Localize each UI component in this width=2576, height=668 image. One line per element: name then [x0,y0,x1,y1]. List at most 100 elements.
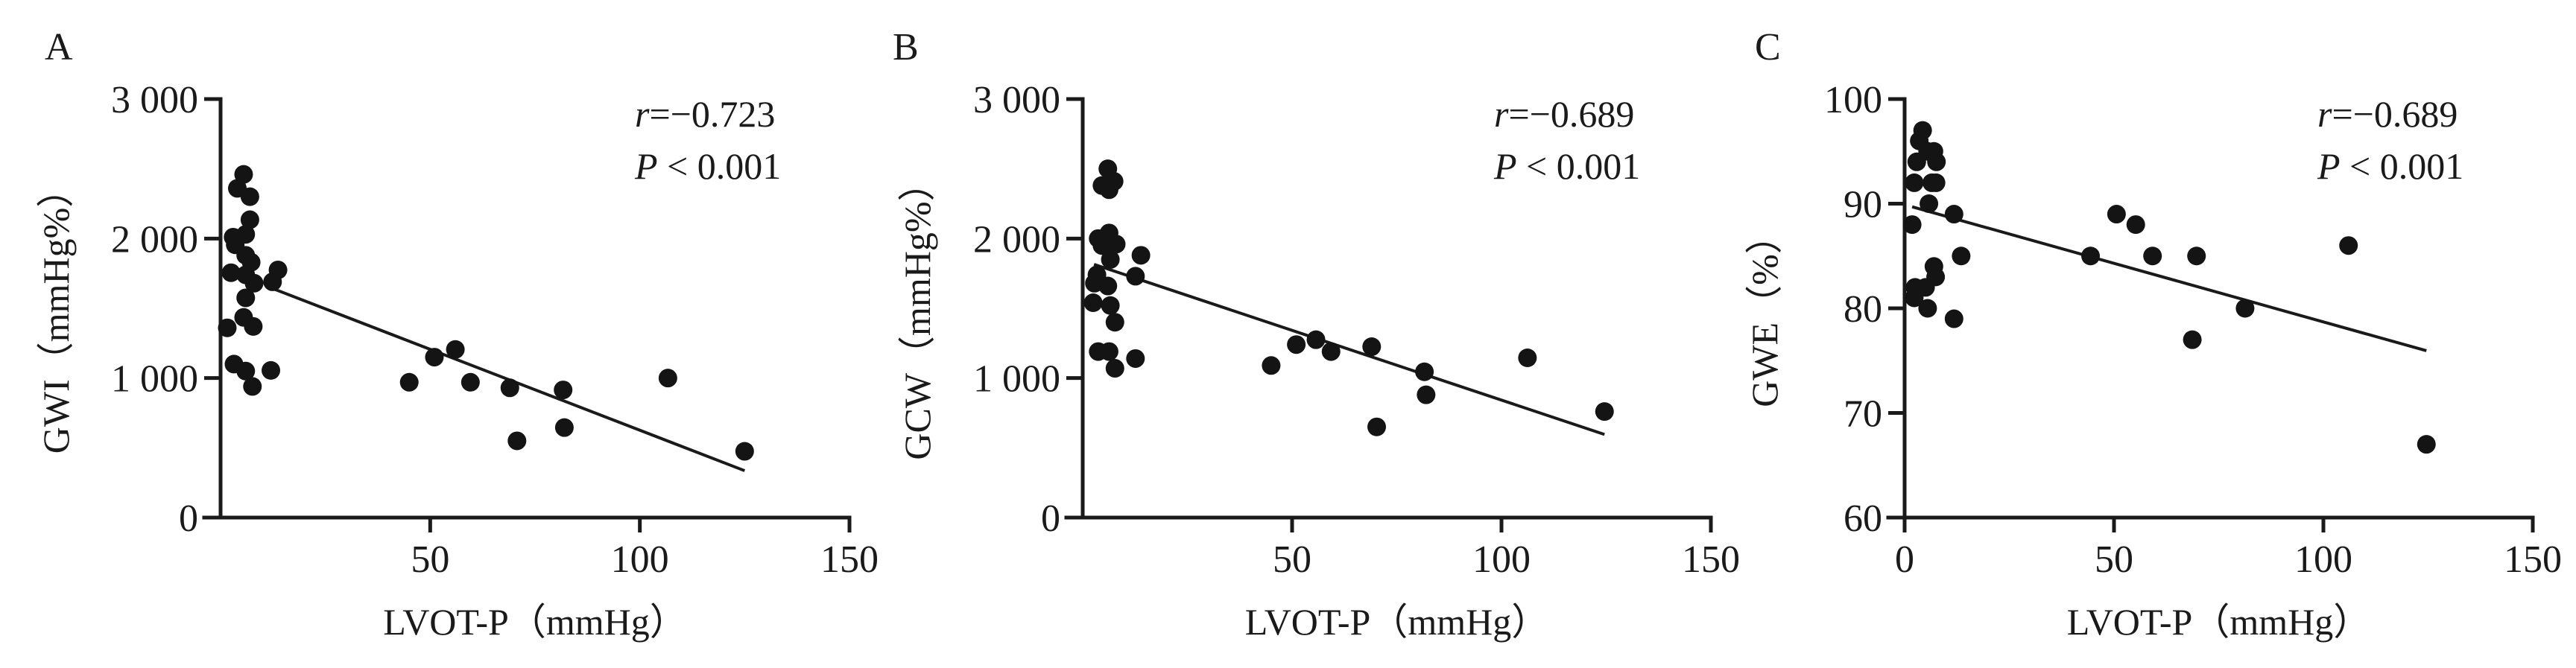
data-point [2339,236,2358,255]
data-point [2107,205,2126,224]
data-point [1099,180,1118,200]
x-tick-label: 100 [2294,538,2352,581]
data-point [1944,205,1963,224]
data-point [1321,342,1341,361]
data-point [1099,342,1118,361]
data-point [236,361,256,381]
data-point [735,442,754,461]
data-point [554,418,574,437]
r-value: =−0.689 [1508,93,1634,135]
y-tick-label: 100 [1824,79,1882,121]
data-point [446,340,465,359]
y-tick-label: 80 [1844,288,1882,331]
y-tick-label: 3 000 [111,79,198,121]
data-point [2235,299,2255,318]
data-point [1918,299,1937,318]
data-point [244,316,263,336]
data-point [425,348,444,367]
p-value-annotation: P < 0.001 [2317,145,2463,187]
p-symbol: P [1493,145,1517,187]
y-tick-label: 3 000 [973,79,1060,121]
data-point [500,378,519,398]
data-point [1926,173,1946,192]
data-point [240,210,259,229]
x-tick-label: 100 [611,538,669,581]
data-point [262,360,281,380]
data-point [1306,330,1326,349]
p-symbol: P [2317,145,2341,187]
x-tick-label: 100 [1472,538,1531,581]
p-value-annotation: P < 0.001 [1493,145,1640,187]
y-tick-label: 60 [1844,497,1882,540]
data-point [221,263,241,282]
p-value-annotation: P < 0.001 [634,145,781,187]
y-tick-label: 1 000 [111,358,198,401]
data-point [1126,267,1145,286]
data-point [1905,288,1924,308]
data-point [1367,417,1387,436]
data-point [1595,402,1614,422]
data-point [1417,385,1436,404]
data-point [1105,359,1124,378]
panel-c: C GWE（%） LVOT-P（mmHg） r=−0.689 P < 0.001… [1744,26,2562,643]
data-point [1107,235,1126,254]
y-tick-label: 0 [179,497,198,540]
x-tick-label: 0 [1895,538,1914,581]
data-point [1101,296,1120,315]
data-point [1126,349,1145,368]
p-value: < 0.001 [1517,145,1641,187]
y-tick-label: 1 000 [973,358,1060,401]
r-symbol: r [2317,93,2332,135]
x-axis-title: LVOT-P（mmHg） [383,601,686,643]
x-tick-label: 150 [2504,538,2562,581]
data-point [2126,215,2145,235]
y-tick-label: 0 [1041,497,1060,540]
data-point [1415,362,1434,381]
data-point [1262,356,1281,375]
data-point [243,377,262,396]
p-symbol: P [634,145,658,187]
r-value: =−0.689 [2332,93,2458,135]
data-point [658,369,677,388]
data-point [236,288,256,308]
data-point [1952,246,1971,266]
r-value: =−0.723 [649,93,775,135]
y-tick-label: 2 000 [973,218,1060,261]
panel-letter: C [1755,26,1781,69]
data-point [2143,246,2162,266]
x-tick-label: 50 [411,538,449,581]
y-axis-title: GWE（%） [1744,217,1785,407]
data-point [461,372,480,392]
data-point [234,165,253,184]
data-point [1518,349,1537,368]
data-point [1944,309,1963,328]
y-axis-title: GWI（mmHg%） [35,171,77,454]
y-axis-title: GCW（mmHg%） [896,164,938,459]
x-axis-title: LVOT-P（mmHg） [2067,601,2370,643]
data-point [1098,276,1118,296]
y-tick-label: 2 000 [111,218,198,261]
y-tick-label: 90 [1844,184,1882,226]
regression-line [1911,205,2427,352]
data-point [2081,246,2101,266]
panel-a: A GWI（mmHg%） LVOT-P（mmHg） r=−0.723 P < 0… [35,26,879,643]
data-point [244,273,264,293]
data-point [2417,435,2436,454]
data-point [240,187,259,206]
panel-letter: B [893,26,919,69]
x-tick-label: 150 [820,538,879,581]
r-symbol: r [1494,93,1509,135]
y-tick-label: 70 [1844,393,1882,436]
data-point [2187,246,2206,266]
r-symbol: r [635,93,650,135]
x-tick-label: 50 [1273,538,1311,581]
data-point [1092,236,1112,255]
data-point [1287,335,1306,354]
p-value: < 0.001 [658,145,782,187]
p-value: < 0.001 [2341,145,2464,187]
data-point [1362,337,1382,357]
data-point [554,381,573,400]
data-point [2183,330,2202,349]
data-point [399,372,419,392]
